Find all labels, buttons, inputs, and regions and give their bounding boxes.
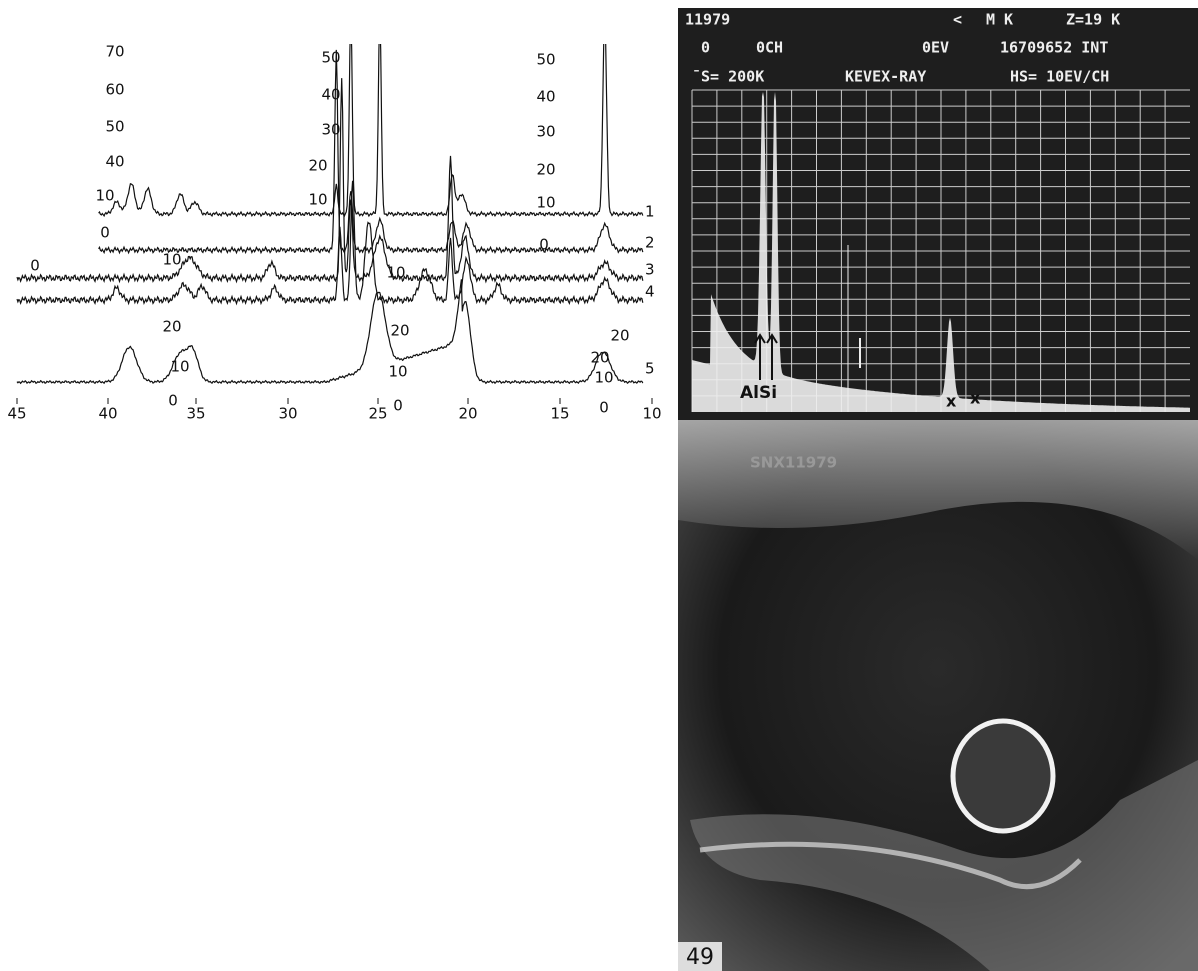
eds-spectrum — [692, 92, 1190, 412]
eds-header: 0 — [701, 39, 710, 57]
scale-label: 20 — [536, 161, 555, 179]
scale-label: 40 — [105, 153, 124, 171]
xrd-trace — [16, 78, 644, 284]
sem-circle — [950, 718, 1056, 834]
eds-header: 16709652 INT — [1000, 39, 1108, 57]
scale-label: 10 — [388, 363, 407, 381]
eds-header: ˉS= 200K — [692, 68, 764, 86]
scale-label: 50 — [536, 51, 555, 69]
scale-label: 20 — [390, 322, 409, 340]
scale-label: 0 — [393, 397, 403, 415]
scale-label: 40 — [536, 88, 555, 106]
eds-annotation: x — [946, 392, 957, 411]
scale-label: 0 — [30, 257, 40, 275]
figure-number: 49 — [686, 945, 714, 970]
scale-label: 0 — [599, 399, 609, 417]
x-tick-label: 25 — [368, 405, 387, 423]
x-tick-label: 40 — [98, 405, 117, 423]
scale-label: 0 — [539, 236, 549, 254]
scale-label: 10 — [95, 187, 114, 205]
eds-header: Z=19 K — [1066, 11, 1120, 29]
scale-label: 20 — [308, 157, 327, 175]
scale-label: 0 — [100, 224, 110, 242]
arrow — [754, 333, 778, 380]
eds-annotation: AlSi — [740, 383, 777, 403]
scale-label: 60 — [105, 81, 124, 99]
x-tick-label: 15 — [550, 405, 569, 423]
eds-header: < — [953, 11, 962, 29]
trace-label: 5 — [645, 360, 655, 378]
scale-label: 10 — [386, 264, 405, 282]
eds-header: 11979 — [685, 11, 730, 29]
trace-label: 4 — [645, 283, 655, 301]
eds-header: HS= 10EV/CH — [1010, 68, 1109, 86]
scale-label: 10 — [594, 369, 613, 387]
eds-header: KEVEX-RAY — [845, 68, 926, 86]
xrd-trace — [16, 279, 644, 385]
scale-label: 50 — [105, 118, 124, 136]
scale-label: 0 — [168, 392, 178, 410]
scale-label: 20 — [162, 318, 181, 336]
scale-label: 30 — [321, 121, 340, 139]
eds-header: 0CH — [756, 39, 783, 57]
x-tick-label: 45 — [7, 405, 26, 423]
figure-number-box — [678, 942, 722, 971]
sem-panel — [678, 420, 1198, 971]
x-tick-label: 20 — [458, 405, 477, 423]
x-tick-label: 35 — [186, 405, 205, 423]
trace-label: 3 — [645, 261, 655, 279]
sem-texture — [699, 841, 1082, 890]
eds-annotation: x — [970, 389, 981, 408]
scale-label: 10 — [162, 251, 181, 269]
eds-header: 0EV — [922, 39, 949, 57]
scale-label: 10 — [536, 194, 555, 212]
scale-label: 50 — [321, 49, 340, 67]
x-tick-label: 10 — [642, 405, 661, 423]
xrd-trace — [16, 180, 644, 306]
scale-label: 70 — [105, 43, 124, 61]
x-tick-label: 30 — [278, 405, 297, 423]
trace-label: 2 — [645, 234, 655, 252]
scale-label: 40 — [321, 86, 340, 104]
sem-content: SNX11979 49 — [686, 454, 837, 971]
scale-label: 30 — [536, 123, 555, 141]
sem-label: SNX11979 — [750, 454, 837, 472]
xrd-trace — [98, 49, 644, 255]
scale-label: 10 — [170, 358, 189, 376]
scale-label: 20 — [590, 349, 609, 367]
scale-label: 20 — [610, 327, 629, 345]
xrd-trace — [98, 44, 644, 218]
sem-texture — [678, 420, 1198, 560]
trace-label: 1 — [645, 203, 655, 221]
scale-label: 10 — [308, 191, 327, 209]
eds-header: M K — [986, 11, 1013, 29]
